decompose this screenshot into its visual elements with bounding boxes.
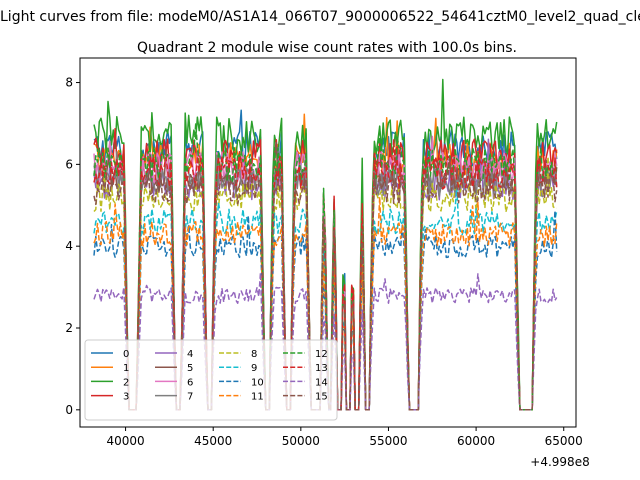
y-tick-label: 6 (65, 157, 73, 171)
y-tick-label: 8 (65, 76, 73, 90)
legend-label-5: 5 (187, 363, 193, 374)
legend-label-10: 10 (251, 377, 264, 388)
legend-label-8: 8 (251, 349, 257, 360)
legend-label-11: 11 (251, 392, 264, 403)
series-line-14 (93, 271, 558, 411)
legend-label-4: 4 (187, 349, 193, 360)
legend-label-9: 9 (251, 363, 257, 374)
x-offset-label: +4.998e8 (530, 455, 589, 469)
legend-label-12: 12 (315, 349, 328, 360)
legend-label-7: 7 (187, 392, 193, 403)
legend-label-15: 15 (315, 392, 328, 403)
y-tick-label: 2 (65, 321, 73, 335)
series-line-15 (93, 157, 558, 411)
x-tick-label: 55000 (369, 434, 407, 448)
y-axis: 0 2 4 6 8 (65, 76, 80, 417)
plot-frame (79, 57, 577, 428)
chart-suptitle: Light curves from file: modeM0/AS1A14_06… (0, 9, 640, 25)
y-tick-label: 4 (65, 239, 73, 253)
x-tick-label: 65000 (545, 434, 583, 448)
legend-label-13: 13 (315, 363, 328, 374)
x-tick-label: 45000 (194, 434, 232, 448)
legend-label-0: 0 (123, 349, 129, 360)
series-group (93, 78, 558, 411)
y-tick-label: 0 (65, 403, 73, 417)
x-axis: 40000 45000 50000 55000 60000 65000 (106, 427, 583, 448)
legend-label-6: 6 (187, 377, 193, 388)
x-tick-label: 60000 (457, 434, 495, 448)
legend-box (84, 339, 338, 421)
x-tick-label: 50000 (282, 434, 320, 448)
x-tick-label: 40000 (106, 434, 144, 448)
legend-label-2: 2 (123, 377, 129, 388)
legend-label-1: 1 (123, 363, 129, 374)
chart-title: Quadrant 2 module wise count rates with … (137, 40, 517, 56)
legend-label-14: 14 (315, 377, 328, 388)
legend-label-3: 3 (123, 392, 129, 403)
